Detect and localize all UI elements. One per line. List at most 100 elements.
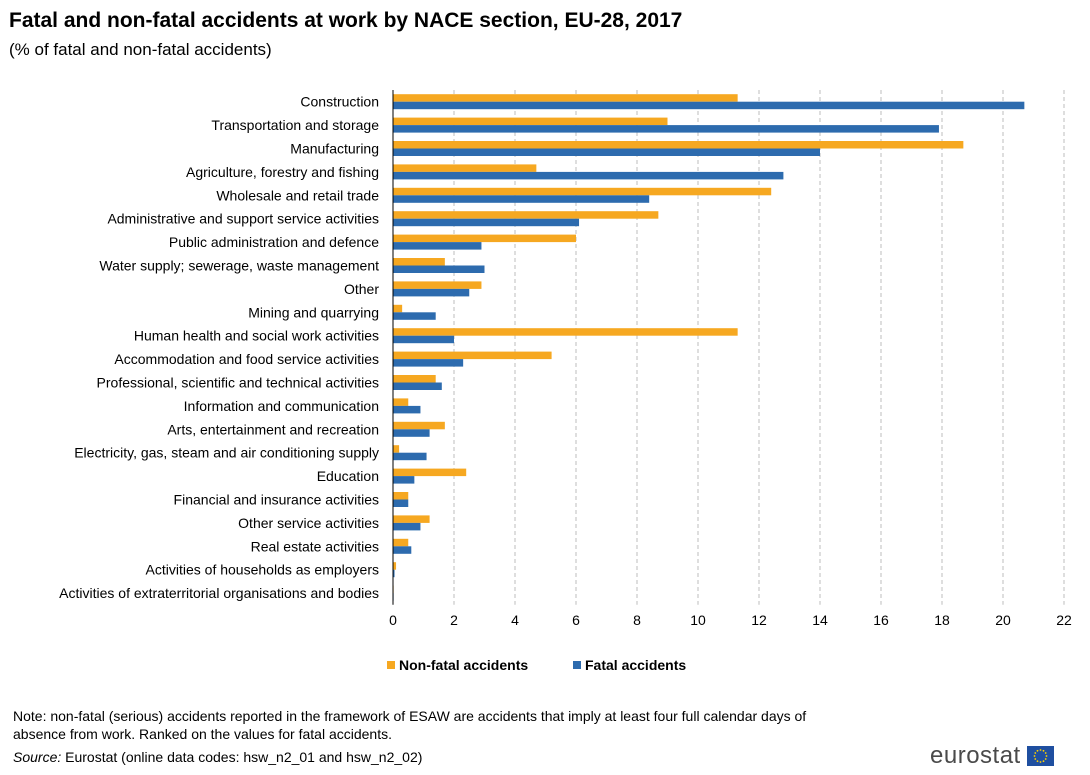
bar-non-fatal xyxy=(393,211,659,219)
category-label: Administrative and support service activ… xyxy=(107,211,379,227)
bar-non-fatal xyxy=(393,562,397,570)
x-tick-label: 4 xyxy=(511,612,519,628)
eu-flag-star xyxy=(1044,752,1047,754)
bar-fatal xyxy=(393,382,442,390)
bar-non-fatal xyxy=(393,351,552,360)
chart-title: Fatal and non-fatal accidents at work by… xyxy=(9,9,683,32)
bar-fatal xyxy=(393,125,939,133)
x-tick-label: 20 xyxy=(995,612,1011,628)
bar-non-fatal xyxy=(393,328,738,336)
category-label: Education xyxy=(317,468,379,484)
bar-non-fatal xyxy=(393,187,772,196)
bar-non-fatal xyxy=(393,234,576,243)
category-label: Mining and quarrying xyxy=(248,304,379,320)
category-label: Public administration and defence xyxy=(169,234,379,250)
bar-fatal xyxy=(393,312,436,320)
eu-flag-star xyxy=(1042,749,1045,752)
legend-label: Fatal accidents xyxy=(585,657,686,673)
bar-non-fatal xyxy=(393,468,467,477)
eu-flag-star xyxy=(1036,760,1039,763)
x-tick-label: 6 xyxy=(572,612,580,628)
category-label: Activities of households as employers xyxy=(146,562,379,578)
category-label: Professional, scientific and technical a… xyxy=(97,375,379,391)
bar-non-fatal xyxy=(393,94,738,102)
x-tick-label: 0 xyxy=(389,612,397,628)
bar-non-fatal xyxy=(393,445,400,453)
source-text: Eurostat (online data codes: hsw_n2_01 a… xyxy=(61,749,423,765)
bar-fatal xyxy=(393,218,580,227)
category-label: Transportation and storage xyxy=(211,117,379,133)
bar-non-fatal xyxy=(393,304,403,313)
chart-source: Source: Eurostat (online data codes: hsw… xyxy=(13,749,422,765)
bar-chart: 0 2 4 6 8 10 12 14 16 18 20 22 Construction Transport… xyxy=(59,90,1072,673)
bar-non-fatal xyxy=(393,492,409,500)
category-label: Accommodation and food service activitie… xyxy=(114,351,379,367)
bar-fatal xyxy=(393,452,427,461)
category-label: Human health and social work activities xyxy=(134,328,379,344)
category-label: Other service activities xyxy=(238,515,379,531)
category-label: Wholesale and retail trade xyxy=(216,187,379,203)
category-label: Water supply; sewerage, waste management xyxy=(99,258,379,274)
eu-flag-star xyxy=(1036,749,1039,752)
source-label: Source: xyxy=(13,749,62,765)
category-label: Financial and insurance activities xyxy=(174,492,379,508)
bar-non-fatal xyxy=(393,258,445,266)
bar-non-fatal xyxy=(393,117,668,126)
bar-fatal xyxy=(393,546,412,554)
bar-fatal xyxy=(393,335,454,344)
bar-non-fatal xyxy=(393,421,445,430)
bar-non-fatal xyxy=(393,375,436,383)
legend-swatch xyxy=(573,661,581,669)
bar-fatal xyxy=(393,522,421,531)
x-tick-label: 18 xyxy=(934,612,950,628)
bar-fatal xyxy=(393,288,470,297)
bar-non-fatal xyxy=(393,164,537,172)
eu-flag-star xyxy=(1045,755,1048,757)
bar-non-fatal xyxy=(393,398,409,406)
eu-flag-star xyxy=(1042,760,1045,763)
bar-fatal xyxy=(393,265,485,273)
category-label: Other xyxy=(344,281,379,297)
eu-flag-star xyxy=(1033,755,1036,757)
x-tick-label: 22 xyxy=(1056,612,1072,628)
category-label: Information and communication xyxy=(184,398,379,414)
eu-flag-star xyxy=(1039,749,1042,751)
category-label: Real estate activities xyxy=(251,538,379,554)
chart-subtitle: (% of fatal and non-fatal accidents) xyxy=(9,40,272,59)
bar-non-fatal xyxy=(393,515,430,523)
x-tick-label: 12 xyxy=(751,612,767,628)
chart-note: Note: non-fatal (serious) accidents repo… xyxy=(13,708,807,742)
logo-text: eurostat xyxy=(930,742,1021,769)
category-label: Arts, entertainment and recreation xyxy=(167,421,379,437)
bar-fatal xyxy=(393,101,1025,110)
x-tick-label: 2 xyxy=(450,612,458,628)
category-label: Agriculture, forestry and fishing xyxy=(186,164,379,180)
legend-swatch xyxy=(387,661,395,669)
eu-flag-star xyxy=(1039,761,1042,763)
eu-flag-star xyxy=(1034,758,1036,760)
x-tick-label: 10 xyxy=(690,612,706,628)
eu-flag-star xyxy=(1034,752,1036,754)
x-tick-label: 8 xyxy=(633,612,641,628)
eurostat-logo: eurostat xyxy=(930,742,1054,770)
bar-non-fatal xyxy=(393,141,964,149)
bar-fatal xyxy=(393,405,421,414)
legend-label: Non-fatal accidents xyxy=(399,657,528,673)
bar-fatal xyxy=(393,359,464,367)
bar-fatal xyxy=(393,499,409,507)
bar-fatal xyxy=(393,242,482,250)
bar-non-fatal xyxy=(393,538,409,547)
x-tick-label: 14 xyxy=(812,612,828,628)
eu-flag-icon xyxy=(1026,746,1054,766)
bar-fatal xyxy=(393,429,430,437)
category-label: Activities of extraterritorial organisat… xyxy=(59,585,379,601)
eu-flag-star xyxy=(1044,758,1047,760)
bar-fatal xyxy=(393,148,820,156)
bar-fatal xyxy=(393,195,650,203)
bar-fatal xyxy=(393,569,395,578)
bar-fatal xyxy=(393,171,784,180)
category-label: Construction xyxy=(300,94,379,110)
x-tick-label: 16 xyxy=(873,612,889,628)
bar-fatal xyxy=(393,476,415,484)
bar-non-fatal xyxy=(393,281,482,289)
